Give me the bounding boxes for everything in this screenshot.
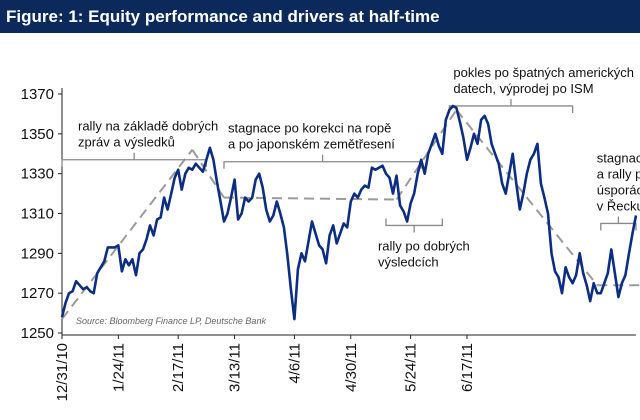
annotation-line: stagnace <box>597 150 640 165</box>
trend-segment <box>191 149 225 199</box>
annotation-line: stagnace po korekci na ropě <box>228 121 391 136</box>
source-note: Source: Bloomberg Finance LP, Deutsche B… <box>76 316 266 326</box>
y-tick-label: 1310 <box>21 206 54 223</box>
annotation-brackets <box>61 98 637 233</box>
annotation-line: rally na základě dobrých <box>78 119 218 134</box>
trend-segment <box>61 149 194 320</box>
x-tick-label: 1/24/11 <box>110 343 127 392</box>
annotation-bracket <box>448 98 574 113</box>
annotation-line: pokles po špatných amerických <box>453 65 634 80</box>
annotation-line: výsledcích <box>378 254 439 269</box>
x-tick-label: 4/6/11 <box>286 343 303 384</box>
annotations: rally na základě dobrých zpráv a výsledků… <box>78 65 640 270</box>
trend-lines <box>61 109 640 320</box>
annotation-line: a rally po <box>597 166 640 181</box>
axes: 1250 1270 1290 1310 1330 1350 1370 12/31/10 1/24… <box>21 86 636 401</box>
y-tick-label: 1370 <box>21 86 54 103</box>
annotation-line: úsporách <box>597 182 640 197</box>
y-tick-label: 1350 <box>21 126 54 143</box>
series-line <box>60 104 638 321</box>
annotation-bracket <box>61 152 208 167</box>
annotation-line: a po japonském zemětřesení <box>228 137 395 152</box>
trend-segment <box>455 109 599 286</box>
annotation-label: rally na základě dobrých zpráv a výsledků <box>78 119 218 150</box>
annotation-label: stagnace po korekci na ropě a po japonské… <box>228 121 395 152</box>
annotation-label: stagnacea rally poúsporáchv Řecku <box>597 150 640 213</box>
x-tick-label: 3/13/11 <box>227 343 244 392</box>
trend-segment <box>223 196 397 201</box>
annotation-line: zpráv a výsledků <box>78 135 175 150</box>
x-tick-label: 2/17/11 <box>170 343 187 392</box>
annotation-label: pokles po špatných amerických datech, výp… <box>453 65 634 96</box>
y-tick-label: 1330 <box>21 166 54 183</box>
trend-segment <box>395 109 458 201</box>
x-tick-label: 5/24/11 <box>403 343 420 392</box>
annotation-line: rally po dobrých <box>378 238 470 253</box>
figure-title: Figure: 1: Equity performance and driver… <box>0 0 640 33</box>
annotation-bracket <box>223 154 422 169</box>
y-tick-label: 1290 <box>21 245 54 262</box>
annotation-label: rally po dobrých výsledcích <box>378 238 470 269</box>
annotation-line: v Řecku <box>597 198 640 213</box>
y-tick-label: 1270 <box>21 285 54 302</box>
annotation-line: datech, výprodej po ISM <box>453 81 593 96</box>
x-tick-label: 4/30/11 <box>343 343 360 392</box>
annotation-bracket <box>385 218 443 233</box>
x-tick-label: 6/17/11 <box>459 343 476 392</box>
annotation-bracket <box>600 216 637 231</box>
equity-series-line <box>60 104 638 321</box>
y-tick-label: 1250 <box>21 325 54 342</box>
x-tick-label: 12/31/10 <box>54 343 71 401</box>
